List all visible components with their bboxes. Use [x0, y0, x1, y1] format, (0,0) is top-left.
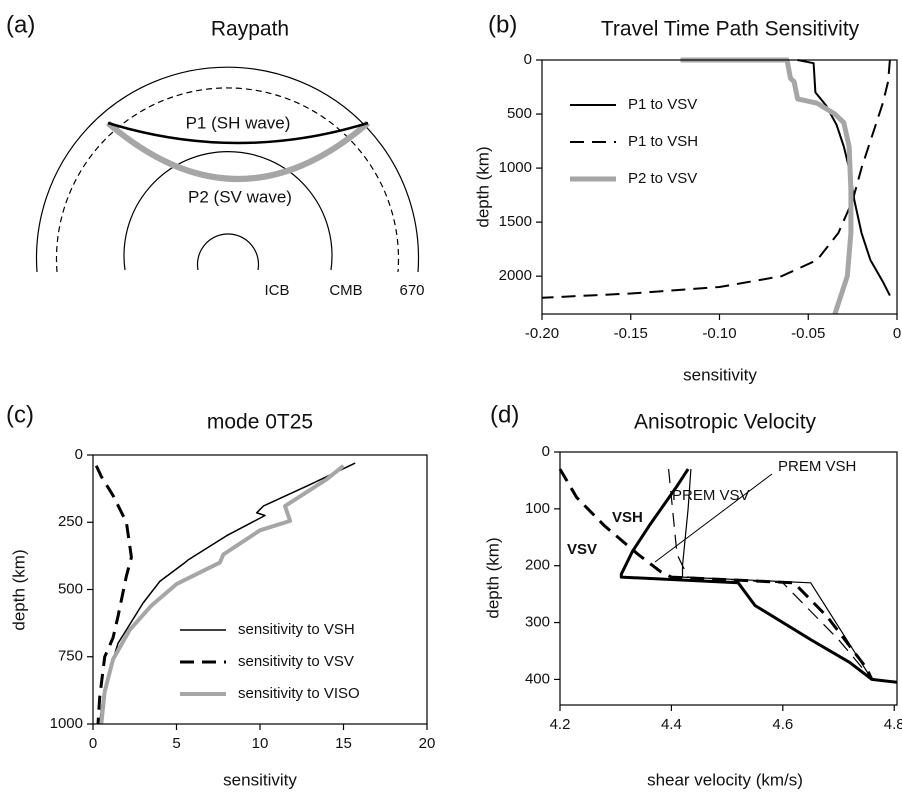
ray-label: P2 (SV wave) [188, 187, 292, 206]
x-tick-label: 0 [89, 735, 97, 752]
legend-label: P2 to VSV [628, 170, 697, 187]
ray-p2 [106, 120, 370, 182]
series-label: VSH [612, 509, 643, 526]
y-axis-label: depth (km) [483, 537, 502, 618]
panel-title: Travel Time Path Sensitivity [601, 18, 860, 41]
raypath-drawing [35, 66, 420, 273]
series-line [797, 59, 891, 297]
x-tick-label: -0.10 [702, 325, 736, 342]
x-tick-label: 4.4 [661, 716, 682, 733]
discontinuity-670 [55, 87, 400, 273]
y-tick-label: 250 [58, 513, 83, 530]
plot-frame [541, 59, 898, 315]
x-tick-label: -0.05 [791, 325, 825, 342]
series-line [94, 465, 133, 725]
y-tick-label: 100 [525, 500, 550, 517]
panel-letter: (a) [6, 11, 35, 38]
y-tick-label: 0 [542, 443, 550, 460]
earth-surface [35, 66, 420, 273]
y-tick-label: 1500 [499, 213, 532, 230]
y-tick-label: 0 [524, 51, 532, 68]
y-axis-label: depth (km) [9, 549, 28, 630]
x-tick-label: -0.15 [614, 325, 648, 342]
legend-label: sensitivity to VSV [238, 653, 354, 670]
legend-label: P1 to VSH [628, 133, 698, 150]
y-tick-label: 750 [58, 648, 83, 665]
y-tick-label: 500 [58, 580, 83, 597]
ray-label: P1 (SH wave) [186, 113, 291, 132]
x-tick-label: 5 [172, 735, 180, 752]
panel-letter: (d) [490, 401, 519, 428]
series-line [681, 469, 873, 680]
y-axis-label: depth (km) [473, 146, 492, 227]
x-axis-label: shear velocity (km/s) [647, 770, 803, 789]
y-tick-label: 500 [507, 105, 532, 122]
y-tick-label: 1000 [50, 715, 83, 732]
x-tick-label: 10 [252, 735, 269, 752]
x-tick-label: 15 [335, 735, 352, 752]
panel-title: Anisotropic Velocity [634, 411, 817, 434]
y-tick-label: 300 [525, 614, 550, 631]
series-line [99, 464, 345, 725]
boundary-label: 670 [399, 282, 424, 299]
series-label: PREM VSH [778, 458, 856, 475]
x-tick-label: 4.6 [772, 716, 793, 733]
y-tick-label: 400 [525, 670, 550, 687]
y-tick-label: 200 [525, 557, 550, 574]
series-line [558, 468, 874, 681]
boundary-label: CMB [329, 282, 362, 299]
x-tick-label: 4.2 [550, 716, 571, 733]
leader-line [654, 473, 773, 563]
ray-p1 [107, 121, 369, 145]
panel-title: Raypath [211, 18, 289, 41]
x-tick-label: 4.8 [884, 716, 902, 733]
y-tick-label: 2000 [499, 267, 532, 284]
core-mantle-boundary [123, 151, 333, 271]
series-line [680, 57, 854, 315]
x-axis-label: sensitivity [223, 770, 297, 789]
series-line [619, 468, 898, 684]
plot-frame [92, 454, 428, 725]
y-tick-label: 0 [75, 446, 83, 463]
legend-label: sensitivity to VISO [238, 685, 360, 702]
panel-letter: (c) [6, 401, 34, 428]
panel-title: mode 0T25 [207, 411, 313, 434]
x-tick-label: 0 [893, 325, 901, 342]
inner-core-boundary [196, 233, 260, 271]
series-label: PREM VSV [672, 487, 750, 504]
series-label: VSV [567, 541, 597, 558]
x-tick-label: 20 [419, 735, 436, 752]
legend-label: sensitivity to VSH [238, 621, 355, 638]
boundary-label: ICB [264, 282, 289, 299]
x-tick-label: -0.20 [525, 325, 559, 342]
plot-frame [559, 451, 898, 706]
series-line [668, 469, 873, 680]
legend-label: P1 to VSV [628, 96, 697, 113]
y-tick-label: 1000 [499, 159, 532, 176]
x-axis-label: sensitivity [683, 365, 757, 384]
panel-letter: (b) [488, 11, 517, 38]
